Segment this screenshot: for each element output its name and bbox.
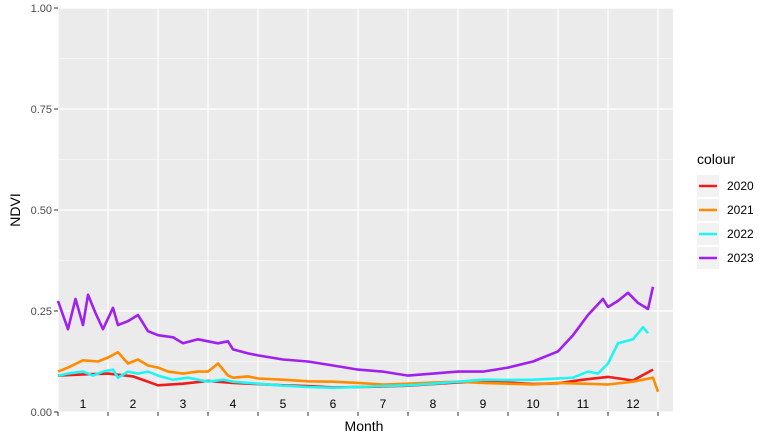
legend-label-2023: 2023 (727, 251, 754, 265)
series-line-2022 (57, 325, 649, 390)
x-axis (57, 412, 659, 416)
x-axis-title: Month (345, 418, 384, 434)
legend-label-2021: 2021 (727, 203, 754, 217)
y-axis-title: NDVI (7, 193, 23, 226)
legend: colour 2020 2021 2022 2023 (697, 151, 754, 269)
y-tick-label: 1.00 (31, 3, 52, 15)
y-tick-label: 0.75 (31, 104, 52, 116)
y-tick-label: 0.00 (31, 407, 52, 419)
month-label-9: 9 (480, 397, 487, 411)
y-tick-label: 0.50 (31, 205, 52, 217)
series-line-2023 (56, 286, 655, 377)
month-label-8: 8 (430, 397, 437, 411)
month-label-12: 12 (626, 397, 640, 411)
month-label-7: 7 (380, 397, 387, 411)
month-label-11: 11 (577, 397, 590, 411)
month-label-4: 4 (230, 397, 237, 411)
month-label-2: 2 (130, 397, 137, 411)
month-label-6: 6 (330, 397, 337, 411)
series-layer (56, 286, 660, 393)
legend-label-2020: 2020 (727, 179, 754, 193)
legend-label-2022: 2022 (727, 227, 754, 241)
y-tick-label: 0.25 (31, 306, 52, 318)
y-axis: 0.00 0.25 0.50 0.75 1.00 (31, 3, 58, 419)
month-label-5: 5 (280, 397, 287, 411)
month-labels: 1 2 3 4 5 6 7 8 9 10 11 12 (80, 397, 640, 411)
legend-title: colour (697, 151, 735, 167)
month-label-10: 10 (526, 397, 540, 411)
month-label-1: 1 (80, 397, 87, 411)
series-line-2021 (57, 350, 660, 393)
grid-minor (58, 58, 673, 362)
month-label-3: 3 (180, 397, 187, 411)
